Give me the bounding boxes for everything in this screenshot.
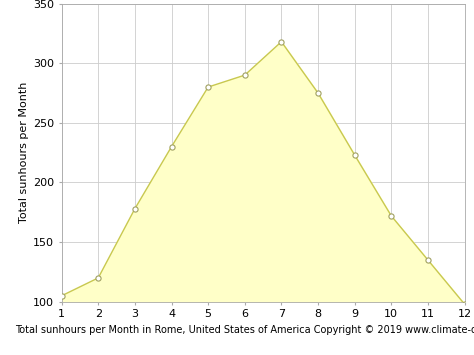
Point <box>424 257 432 263</box>
Point <box>278 39 285 45</box>
Point <box>58 293 65 299</box>
Point <box>351 152 358 158</box>
Point <box>131 206 139 212</box>
Point <box>94 275 102 281</box>
Y-axis label: Total sunhours per Month: Total sunhours per Month <box>18 82 29 223</box>
X-axis label: Total sunhours per Month in Rome, United States of America Copyright © 2019 www.: Total sunhours per Month in Rome, United… <box>15 325 474 335</box>
Point <box>461 301 468 307</box>
Point <box>204 84 212 90</box>
Point <box>241 72 248 78</box>
Point <box>314 90 322 96</box>
Point <box>168 144 175 149</box>
Point <box>387 213 395 219</box>
